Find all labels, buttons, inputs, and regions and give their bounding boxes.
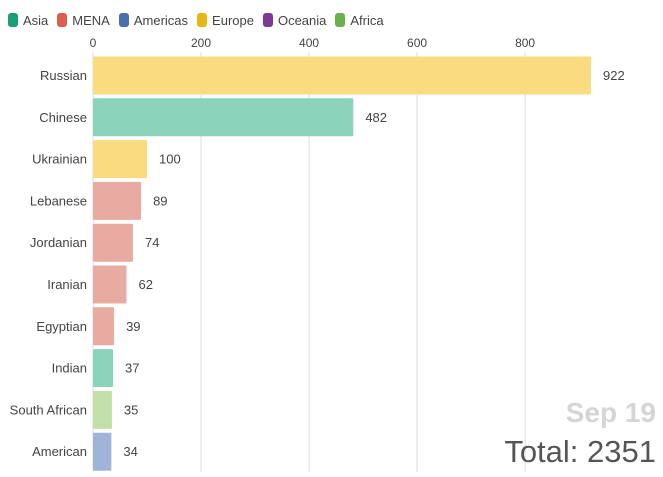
bar-russian (93, 56, 591, 95)
total-prefix: Total: (504, 434, 588, 469)
value-label: 922 (603, 68, 625, 83)
category-label: Ukrainian (32, 152, 87, 167)
legend-swatch (8, 13, 18, 27)
legend-label: MENA (72, 12, 110, 28)
value-label: 35 (124, 402, 138, 417)
legend-swatch (118, 13, 129, 27)
bar-indian (93, 349, 113, 388)
legend-swatch (262, 13, 273, 27)
legend-label: Americas (133, 12, 189, 28)
category-label: Lebanese (30, 193, 87, 208)
value-label: 37 (125, 361, 139, 376)
legend-label: Africa (350, 12, 384, 28)
category-label: Indian (52, 361, 87, 376)
category-label: American (32, 444, 87, 459)
x-tick-label: 600 (407, 36, 427, 50)
bar-south-african (93, 390, 112, 429)
total-value: 2351 (587, 434, 656, 469)
legend-item-africa: Africa (335, 12, 384, 28)
value-label: 62 (138, 277, 152, 292)
bar-jordanian (93, 223, 133, 262)
x-tick-label: 0 (90, 36, 97, 50)
legend-swatch (197, 13, 208, 27)
x-tick-label: 200 (191, 36, 211, 50)
category-label: Egyptian (36, 319, 87, 334)
category-label: Chinese (39, 110, 87, 125)
legend-item-oceania: Oceania (262, 12, 327, 28)
bar-chinese (93, 98, 354, 137)
value-label: 482 (365, 110, 387, 125)
total-label: Total: 2351 (504, 434, 656, 470)
bar-lebanese (93, 181, 142, 220)
value-label: 34 (123, 444, 137, 459)
legend-item-europe: Europe (197, 13, 254, 28)
bar-iranian (93, 265, 127, 304)
value-labels: 922 482 100 89 74 62 39 37 35 34 (123, 68, 624, 459)
legend-label: Asia (23, 12, 49, 28)
legend-swatch (57, 13, 68, 27)
value-label: 39 (126, 319, 140, 334)
legend-label: Oceania (277, 12, 327, 28)
value-label: 74 (145, 235, 159, 250)
date-label: Sep 19 (565, 397, 656, 428)
category-labels: Russian Chinese Ukrainian Lebanese Jordanian… (10, 68, 87, 459)
x-tick-label: 400 (299, 36, 319, 50)
legend-item-asia: Asia (8, 13, 48, 28)
category-label: Russian (40, 68, 87, 83)
value-label: 89 (153, 193, 167, 208)
legend-item-mena: MENA (57, 13, 110, 28)
legend-swatch (335, 13, 346, 27)
bar-ukrainian (93, 140, 148, 179)
category-label: Iranian (47, 277, 87, 292)
category-label: Jordanian (30, 235, 87, 250)
legend: Asia MENA Americas Europe Oceania Africa (8, 11, 393, 29)
x-tick-label: 800 (515, 36, 535, 50)
bar-egyptian (93, 307, 115, 346)
legend-item-americas: Americas (118, 12, 189, 28)
bars (93, 56, 591, 471)
value-label: 100 (159, 152, 181, 167)
x-axis-ticks: 0 200 400 600 800 (90, 36, 536, 50)
bar-american (93, 432, 112, 471)
category-label: South African (10, 402, 87, 417)
legend-label: Europe (212, 12, 254, 28)
